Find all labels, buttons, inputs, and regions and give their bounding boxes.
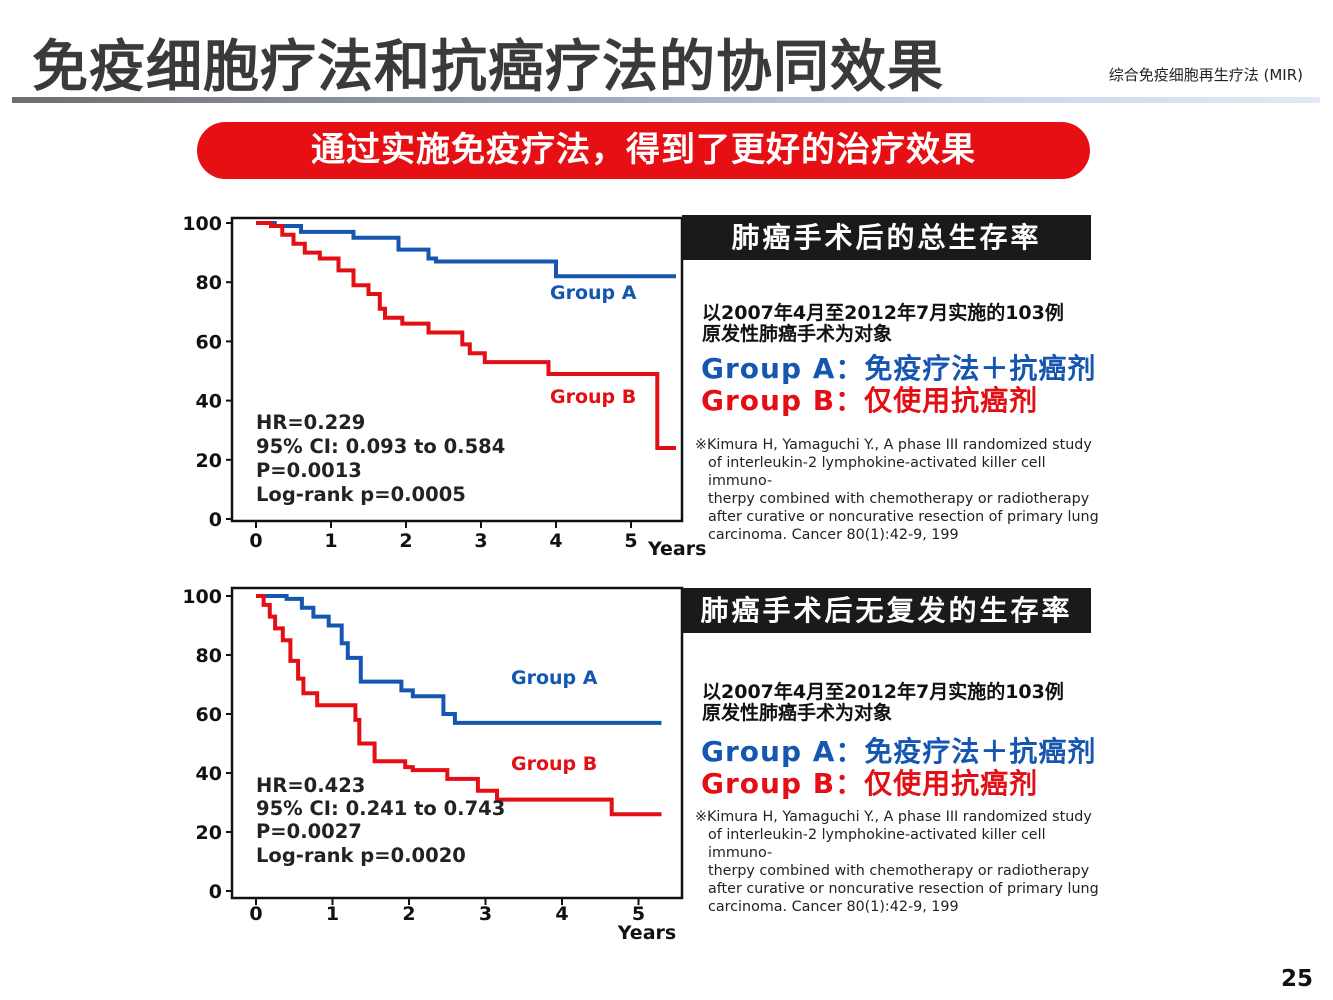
group-a-definition: Group A：免疫疗法＋抗癌剂 — [701, 735, 1097, 768]
x-tick-label: 3 — [479, 903, 492, 925]
reference-citation: ※Kimura H, Yamaguchi Y., A phase III ran… — [695, 809, 1099, 915]
headline-banner: 通过实施免疫疗法，得到了更好的治疗效果 — [197, 122, 1090, 179]
y-tick-label: 0 — [209, 509, 222, 531]
x-tick-label: 1 — [326, 903, 339, 925]
x-axis-label: Years — [647, 538, 706, 560]
y-tick-label: 20 — [196, 450, 222, 472]
group-b-survival-line — [256, 221, 676, 450]
statistics-annotation: Log-rank p=0.0020 — [256, 844, 466, 867]
cohort-description: 以2007年4月至2012年7月实施的103例 原发性肺癌手术为对象 — [702, 682, 1064, 724]
cohort-line-1: 以2007年4月至2012年7月实施的103例 — [702, 681, 1064, 703]
statistics-annotation: Log-rank p=0.0005 — [256, 483, 466, 506]
statistics-annotation: 95% CI: 0.241 to 0.743 — [256, 797, 505, 820]
statistics-annotation: P=0.0027 — [256, 820, 362, 843]
group-a-survival-line — [256, 221, 676, 279]
x-tick-label: 0 — [249, 903, 262, 925]
reference-citation: ※Kimura H, Yamaguchi Y., A phase III ran… — [695, 437, 1099, 543]
group-a-definition: Group A：免疫疗法＋抗癌剂 — [701, 352, 1097, 385]
cohort-line-2: 原发性肺癌手术为对象 — [702, 702, 893, 724]
group-b-series-label: Group B — [550, 386, 636, 408]
y-tick-label: 20 — [196, 822, 222, 844]
y-tick-label: 40 — [196, 391, 222, 413]
x-tick-label: 5 — [632, 903, 645, 925]
y-tick-label: 40 — [196, 763, 222, 785]
x-axis-label: Years — [617, 922, 676, 944]
x-tick-label: 4 — [549, 530, 562, 552]
x-tick-label: 5 — [624, 530, 637, 552]
title-divider — [12, 97, 1320, 103]
slide-subtitle: 综合免疫细胞再生疗法 (MIR) — [1108, 66, 1303, 84]
y-tick-label: 100 — [182, 586, 222, 608]
x-tick-label: 0 — [249, 530, 262, 552]
statistics-annotation: HR=0.229 — [256, 411, 365, 434]
x-tick-label: 2 — [399, 530, 412, 552]
statistics-annotation: HR=0.423 — [256, 774, 365, 797]
y-tick-label: 0 — [209, 881, 222, 903]
page-number: 25 — [1280, 966, 1313, 992]
cohort-description: 以2007年4月至2012年7月实施的103例 原发性肺癌手术为对象 — [702, 303, 1064, 345]
cohort-line-2: 原发性肺癌手术为对象 — [702, 323, 893, 345]
y-tick-label: 60 — [196, 704, 222, 726]
x-tick-label: 4 — [555, 903, 568, 925]
group-b-survival-line — [256, 594, 662, 817]
group-b-definition: Group B：仅使用抗癌剂 — [701, 767, 1039, 800]
y-tick-label: 80 — [196, 272, 222, 294]
plot-frame — [230, 216, 684, 523]
plot-frame — [230, 586, 684, 900]
group-b-series-label: Group B — [511, 753, 597, 775]
group-a-survival-line — [256, 594, 662, 725]
y-tick-label: 80 — [196, 645, 222, 667]
group-a-series-label: Group A — [511, 667, 598, 689]
relapse-free-survival-heading: 肺癌手术后无复发的生存率 — [682, 588, 1091, 633]
cohort-line-1: 以2007年4月至2012年7月实施的103例 — [702, 302, 1064, 324]
overall-survival-heading: 肺癌手术后的总生存率 — [682, 215, 1091, 260]
group-a-series-label: Group A — [550, 282, 637, 304]
group-b-definition: Group B：仅使用抗癌剂 — [701, 384, 1039, 417]
slide-title: 免疫细胞疗法和抗癌疗法的协同效果 — [32, 35, 944, 100]
statistics-annotation: P=0.0013 — [256, 459, 362, 482]
statistics-annotation: 95% CI: 0.093 to 0.584 — [256, 435, 505, 458]
x-tick-label: 3 — [474, 530, 487, 552]
y-tick-label: 60 — [196, 331, 222, 353]
y-tick-label: 100 — [182, 213, 222, 235]
x-tick-label: 2 — [402, 903, 415, 925]
x-tick-label: 1 — [324, 530, 337, 552]
overall-survival-chart: 100 80 60 40 20 0 0 1 2 3 4 5 Years Group A Group B HR=… — [182, 213, 706, 560]
